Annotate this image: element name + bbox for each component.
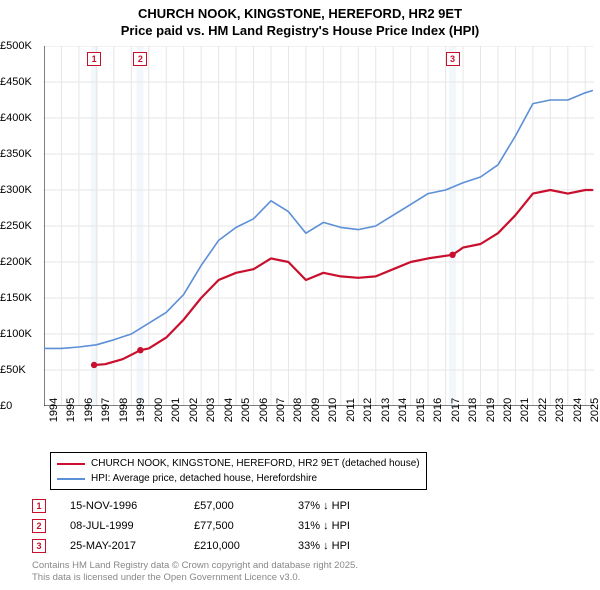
x-tick-label: 2007 [275,398,287,422]
x-tick-label: 2025 [589,398,600,422]
note-marker: 2 [32,519,46,533]
note-price: £77,500 [194,520,274,532]
note-date: 25-MAY-2017 [70,540,170,552]
x-tick-label: 2006 [258,398,270,422]
legend-label: CHURCH NOOK, KINGSTONE, HEREFORD, HR2 9E… [91,456,420,471]
y-tick-label: £150K [0,292,42,304]
note-row: 3 25-MAY-2017 £210,000 33% ↓ HPI [32,536,388,556]
y-tick-label: £0 [0,400,42,412]
x-tick-label: 2024 [572,398,584,422]
chart-svg [44,46,594,406]
y-tick-label: £200K [0,256,42,268]
y-tick-label: £450K [0,76,42,88]
title-block: CHURCH NOOK, KINGSTONE, HEREFORD, HR2 9E… [0,0,600,40]
x-tick-label: 2004 [223,398,235,422]
transaction-notes: 1 15-NOV-1996 £57,000 37% ↓ HPI 2 08-JUL-1999… [32,496,388,556]
chart-container: CHURCH NOOK, KINGSTONE, HEREFORD, HR2 9E… [0,0,600,590]
legend-item: CHURCH NOOK, KINGSTONE, HEREFORD, HR2 9E… [57,456,420,471]
note-date: 08-JUL-1999 [70,520,170,532]
chart-marker-1: 1 [87,52,101,66]
x-tick-label: 2010 [327,398,339,422]
note-date: 15-NOV-1996 [70,500,170,512]
x-tick-label: 2016 [432,398,444,422]
y-tick-label: £350K [0,148,42,160]
x-tick-label: 1998 [118,398,130,422]
title-line-2: Price paid vs. HM Land Registry's House … [0,23,600,40]
legend-swatch [57,463,85,465]
note-hpi: 37% ↓ HPI [298,500,388,512]
title-line-1: CHURCH NOOK, KINGSTONE, HEREFORD, HR2 9E… [0,6,600,23]
legend: CHURCH NOOK, KINGSTONE, HEREFORD, HR2 9E… [50,452,427,490]
chart-marker-3: 3 [446,52,460,66]
x-tick-label: 1995 [65,398,77,422]
note-marker: 1 [32,499,46,513]
attribution: Contains HM Land Registry data © Crown c… [32,560,358,585]
note-price: £210,000 [194,540,274,552]
x-tick-label: 2019 [485,398,497,422]
x-tick-label: 2012 [362,398,374,422]
x-tick-label: 2018 [467,398,479,422]
x-tick-label: 2020 [502,398,514,422]
x-tick-label: 2023 [554,398,566,422]
x-tick-label: 1994 [48,398,60,422]
legend-swatch [57,478,85,480]
chart-marker-2: 2 [133,52,147,66]
x-tick-label: 2011 [345,398,357,422]
attribution-line-2: This data is licensed under the Open Gov… [32,572,358,584]
note-row: 2 08-JUL-1999 £77,500 31% ↓ HPI [32,516,388,536]
y-tick-label: £100K [0,328,42,340]
x-tick-label: 2009 [310,398,322,422]
y-tick-label: £400K [0,112,42,124]
y-tick-label: £250K [0,220,42,232]
x-tick-label: 1997 [100,398,112,422]
y-tick-label: £500K [0,40,42,52]
x-tick-label: 2008 [292,398,304,422]
x-tick-label: 2022 [537,398,549,422]
x-tick-label: 2013 [380,398,392,422]
legend-label: HPI: Average price, detached house, Here… [91,471,317,486]
note-hpi: 33% ↓ HPI [298,540,388,552]
note-price: £57,000 [194,500,274,512]
chart-plot-area [44,46,594,406]
x-tick-label: 2002 [188,398,200,422]
x-tick-label: 2021 [519,398,531,422]
x-tick-label: 2017 [450,398,462,422]
x-tick-label: 2000 [153,398,165,422]
y-tick-label: £50K [0,364,42,376]
x-tick-label: 2001 [170,398,182,422]
y-tick-label: £300K [0,184,42,196]
x-tick-label: 1999 [135,398,147,422]
legend-item: HPI: Average price, detached house, Here… [57,471,420,486]
note-row: 1 15-NOV-1996 £57,000 37% ↓ HPI [32,496,388,516]
attribution-line-1: Contains HM Land Registry data © Crown c… [32,560,358,572]
x-tick-label: 2014 [397,398,409,422]
note-marker: 3 [32,539,46,553]
x-tick-label: 2005 [240,398,252,422]
x-tick-label: 2015 [415,398,427,422]
note-hpi: 31% ↓ HPI [298,520,388,532]
x-tick-label: 2003 [205,398,217,422]
x-tick-label: 1996 [83,398,95,422]
